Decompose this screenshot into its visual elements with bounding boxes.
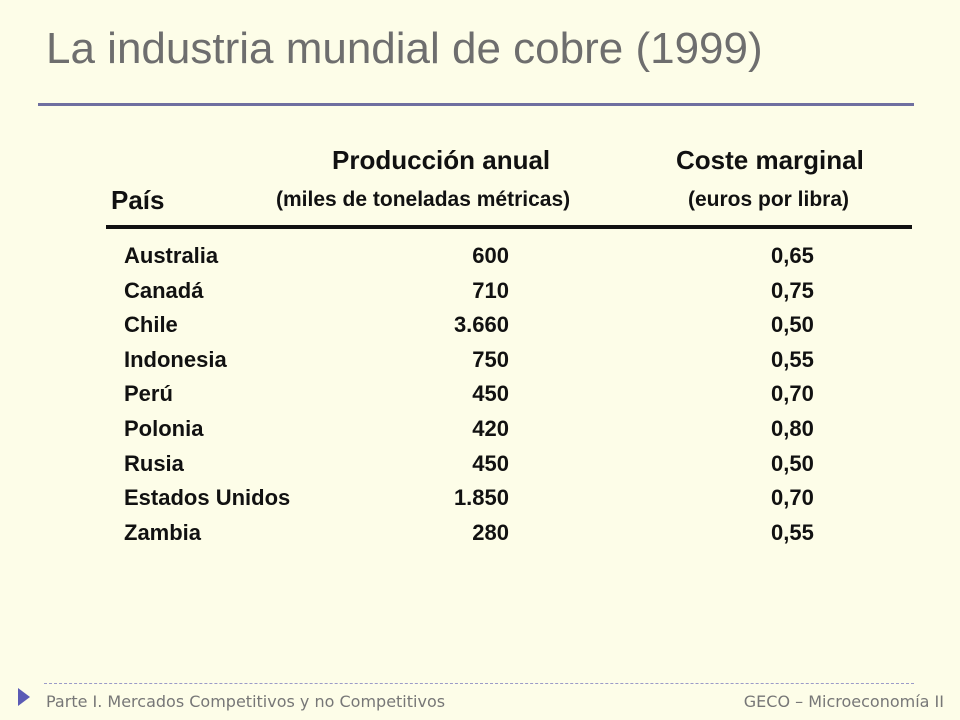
production-cell: 280 xyxy=(472,519,509,545)
country-cell: Rusia xyxy=(124,450,184,476)
country-cell: Perú xyxy=(124,381,173,407)
table-row: Chile 3.660 0,50 xyxy=(0,312,960,347)
production-cell: 450 xyxy=(472,381,509,407)
header-cost-unit: (euros por libra) xyxy=(688,188,850,211)
production-cell: 3.660 xyxy=(453,312,509,338)
header-country: País xyxy=(111,185,165,215)
footer-course-name: GECO – Microeconomía II xyxy=(743,692,944,711)
header-production: Producción anual xyxy=(332,145,551,175)
cost-cell: 0,80 xyxy=(771,415,814,441)
country-cell: Zambia xyxy=(124,519,202,545)
table-header-divider xyxy=(106,225,912,229)
table-row: Canadá 710 0,75 xyxy=(0,278,960,313)
production-cell: 600 xyxy=(472,243,509,268)
production-cell: 750 xyxy=(472,346,509,372)
country-cell: Chile xyxy=(124,312,178,338)
cost-cell: 0,55 xyxy=(771,346,814,372)
production-cell: 1.850 xyxy=(453,485,509,511)
footer-course-part: Parte I. Mercados Competitivos y no Comp… xyxy=(46,692,446,711)
table-body: Australia 600 0,65 Canadá 710 0,75 Chile 3.660 0… xyxy=(0,243,960,554)
country-cell: Indonesia xyxy=(124,346,227,372)
table-row: Rusia 450 0,50 xyxy=(0,451,960,486)
cost-cell: 0,50 xyxy=(771,450,814,476)
table-row: Australia 600 0,65 xyxy=(0,243,960,278)
country-cell: Australia xyxy=(124,243,219,268)
slide-title: La industria mundial de cobre (1999) xyxy=(46,24,763,73)
cost-cell: 0,65 xyxy=(771,243,814,268)
production-cell: 420 xyxy=(472,415,509,441)
triangle-right-icon xyxy=(18,688,30,706)
cost-cell: 0,50 xyxy=(771,312,814,338)
country-cell: Canadá xyxy=(124,277,204,303)
table-row: Zambia 280 0,55 xyxy=(0,520,960,555)
production-cell: 710 xyxy=(472,277,509,303)
cost-cell: 0,70 xyxy=(771,485,814,511)
footer-divider xyxy=(44,683,914,684)
title-divider xyxy=(38,103,914,106)
table-row: Perú 450 0,70 xyxy=(0,381,960,416)
header-production-unit: (miles de toneladas métricas) xyxy=(276,188,571,211)
cost-cell: 0,70 xyxy=(771,381,814,407)
header-cost: Coste marginal xyxy=(676,145,864,175)
table-row: Polonia 420 0,80 xyxy=(0,416,960,451)
cost-cell: 0,75 xyxy=(771,277,814,303)
table-row: Indonesia 750 0,55 xyxy=(0,347,960,382)
country-cell: Estados Unidos xyxy=(124,485,291,511)
country-cell: Polonia xyxy=(124,415,204,441)
production-cell: 450 xyxy=(472,450,509,476)
cost-cell: 0,55 xyxy=(771,519,814,545)
table-row: Estados Unidos 1.850 0,70 xyxy=(0,485,960,520)
